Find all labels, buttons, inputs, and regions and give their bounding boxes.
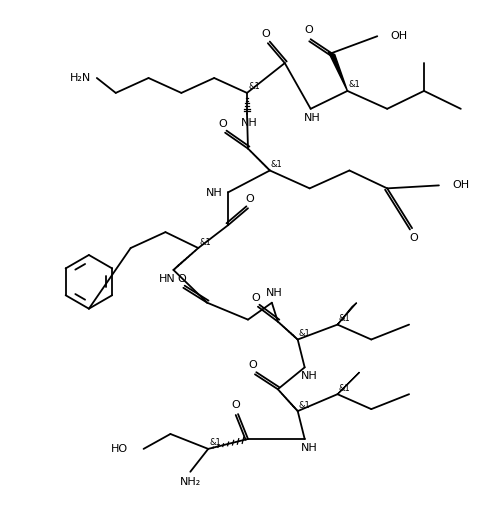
Text: O: O	[246, 194, 254, 204]
Text: HO: HO	[110, 444, 128, 454]
Polygon shape	[338, 303, 356, 324]
Text: &1: &1	[299, 329, 311, 338]
Text: O: O	[177, 274, 186, 284]
Text: NH: NH	[304, 113, 321, 123]
Text: &1: &1	[349, 81, 360, 89]
Text: O: O	[248, 360, 257, 371]
Text: &1: &1	[210, 439, 221, 447]
Polygon shape	[338, 372, 359, 394]
Text: O: O	[251, 293, 260, 303]
Text: &1: &1	[199, 238, 211, 246]
Polygon shape	[328, 52, 348, 91]
Text: NH: NH	[301, 371, 318, 381]
Text: O: O	[261, 29, 270, 39]
Text: &1: &1	[339, 314, 351, 323]
Text: NH: NH	[301, 443, 318, 453]
Text: NH: NH	[206, 188, 222, 198]
Text: NH: NH	[241, 118, 257, 128]
Text: NH₂: NH₂	[179, 477, 201, 487]
Text: &1: &1	[339, 384, 351, 393]
Text: OH: OH	[453, 180, 470, 191]
Text: NH: NH	[265, 288, 282, 298]
Text: &1: &1	[248, 83, 260, 91]
Text: OH: OH	[390, 31, 407, 41]
Text: O: O	[219, 119, 227, 129]
Text: HN: HN	[159, 274, 176, 284]
Text: O: O	[410, 233, 419, 243]
Text: O: O	[304, 25, 313, 35]
Text: &1: &1	[299, 401, 311, 410]
Text: O: O	[232, 400, 241, 410]
Text: &1: &1	[271, 160, 282, 169]
Text: H₂N: H₂N	[70, 73, 92, 83]
